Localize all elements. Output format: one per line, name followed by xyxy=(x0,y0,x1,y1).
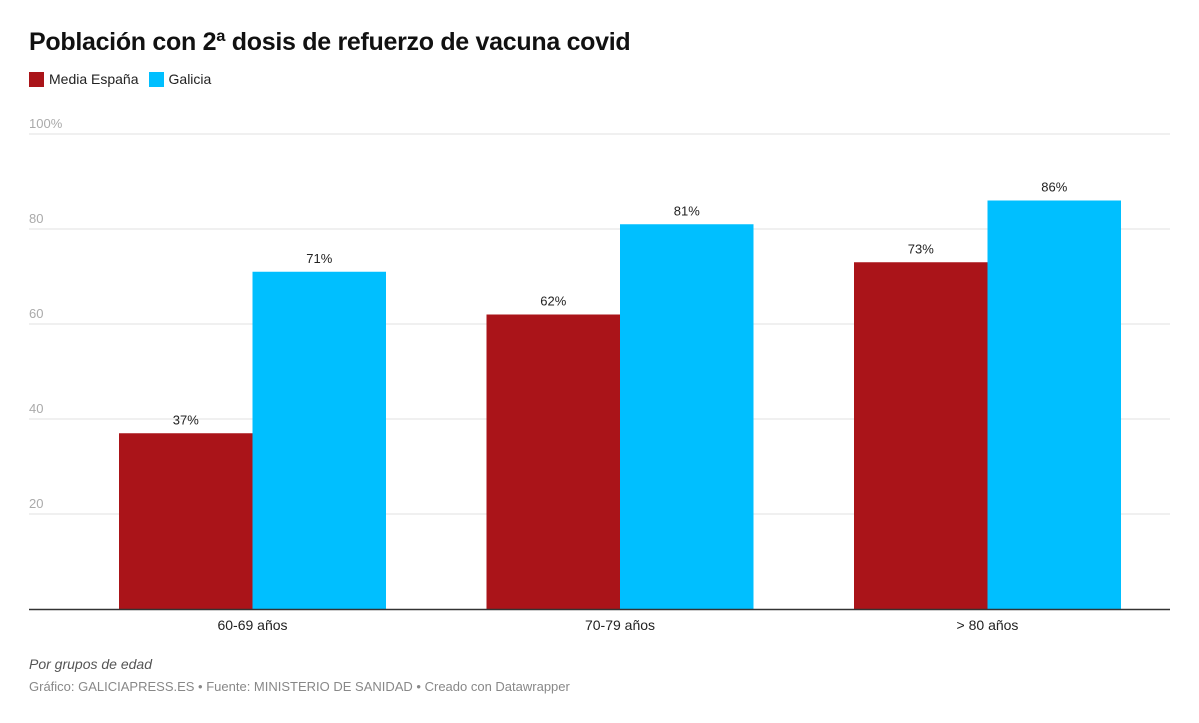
bar xyxy=(486,314,620,609)
data-label: 71% xyxy=(306,251,332,266)
legend-item-galicia: Galicia xyxy=(148,71,212,87)
legend-label: Galicia xyxy=(168,71,212,87)
chart-source: Gráfico: GALICIAPRESS.ES • Fuente: MINIS… xyxy=(29,679,570,694)
bar xyxy=(119,433,253,609)
data-label: 81% xyxy=(674,203,700,218)
bar xyxy=(252,271,386,609)
chart-notes: Por grupos de edad xyxy=(29,656,152,672)
y-tick-label: 60 xyxy=(29,306,43,321)
bar xyxy=(987,200,1121,609)
legend: Media España Galicia xyxy=(29,71,221,87)
y-tick-label: 100% xyxy=(29,116,63,131)
x-tick-label: 70-79 años xyxy=(585,617,655,633)
legend-item-media-espana: Media España xyxy=(29,71,139,87)
data-label: 62% xyxy=(540,294,566,309)
legend-swatch xyxy=(29,71,44,87)
bar xyxy=(620,224,754,609)
chart-title: Población con 2ª dosis de refuerzo de va… xyxy=(29,28,631,56)
legend-label: Media España xyxy=(49,71,139,87)
y-tick-label: 80 xyxy=(29,211,43,226)
y-tick-label: 40 xyxy=(29,401,43,416)
data-label: 37% xyxy=(173,412,199,427)
legend-swatch xyxy=(148,71,164,87)
x-tick-label: > 80 años xyxy=(957,617,1019,633)
data-label: 86% xyxy=(1041,180,1067,195)
data-label: 73% xyxy=(908,241,934,256)
bar xyxy=(854,262,988,609)
x-tick-label: 60-69 años xyxy=(217,617,287,633)
y-tick-label: 20 xyxy=(29,496,43,511)
